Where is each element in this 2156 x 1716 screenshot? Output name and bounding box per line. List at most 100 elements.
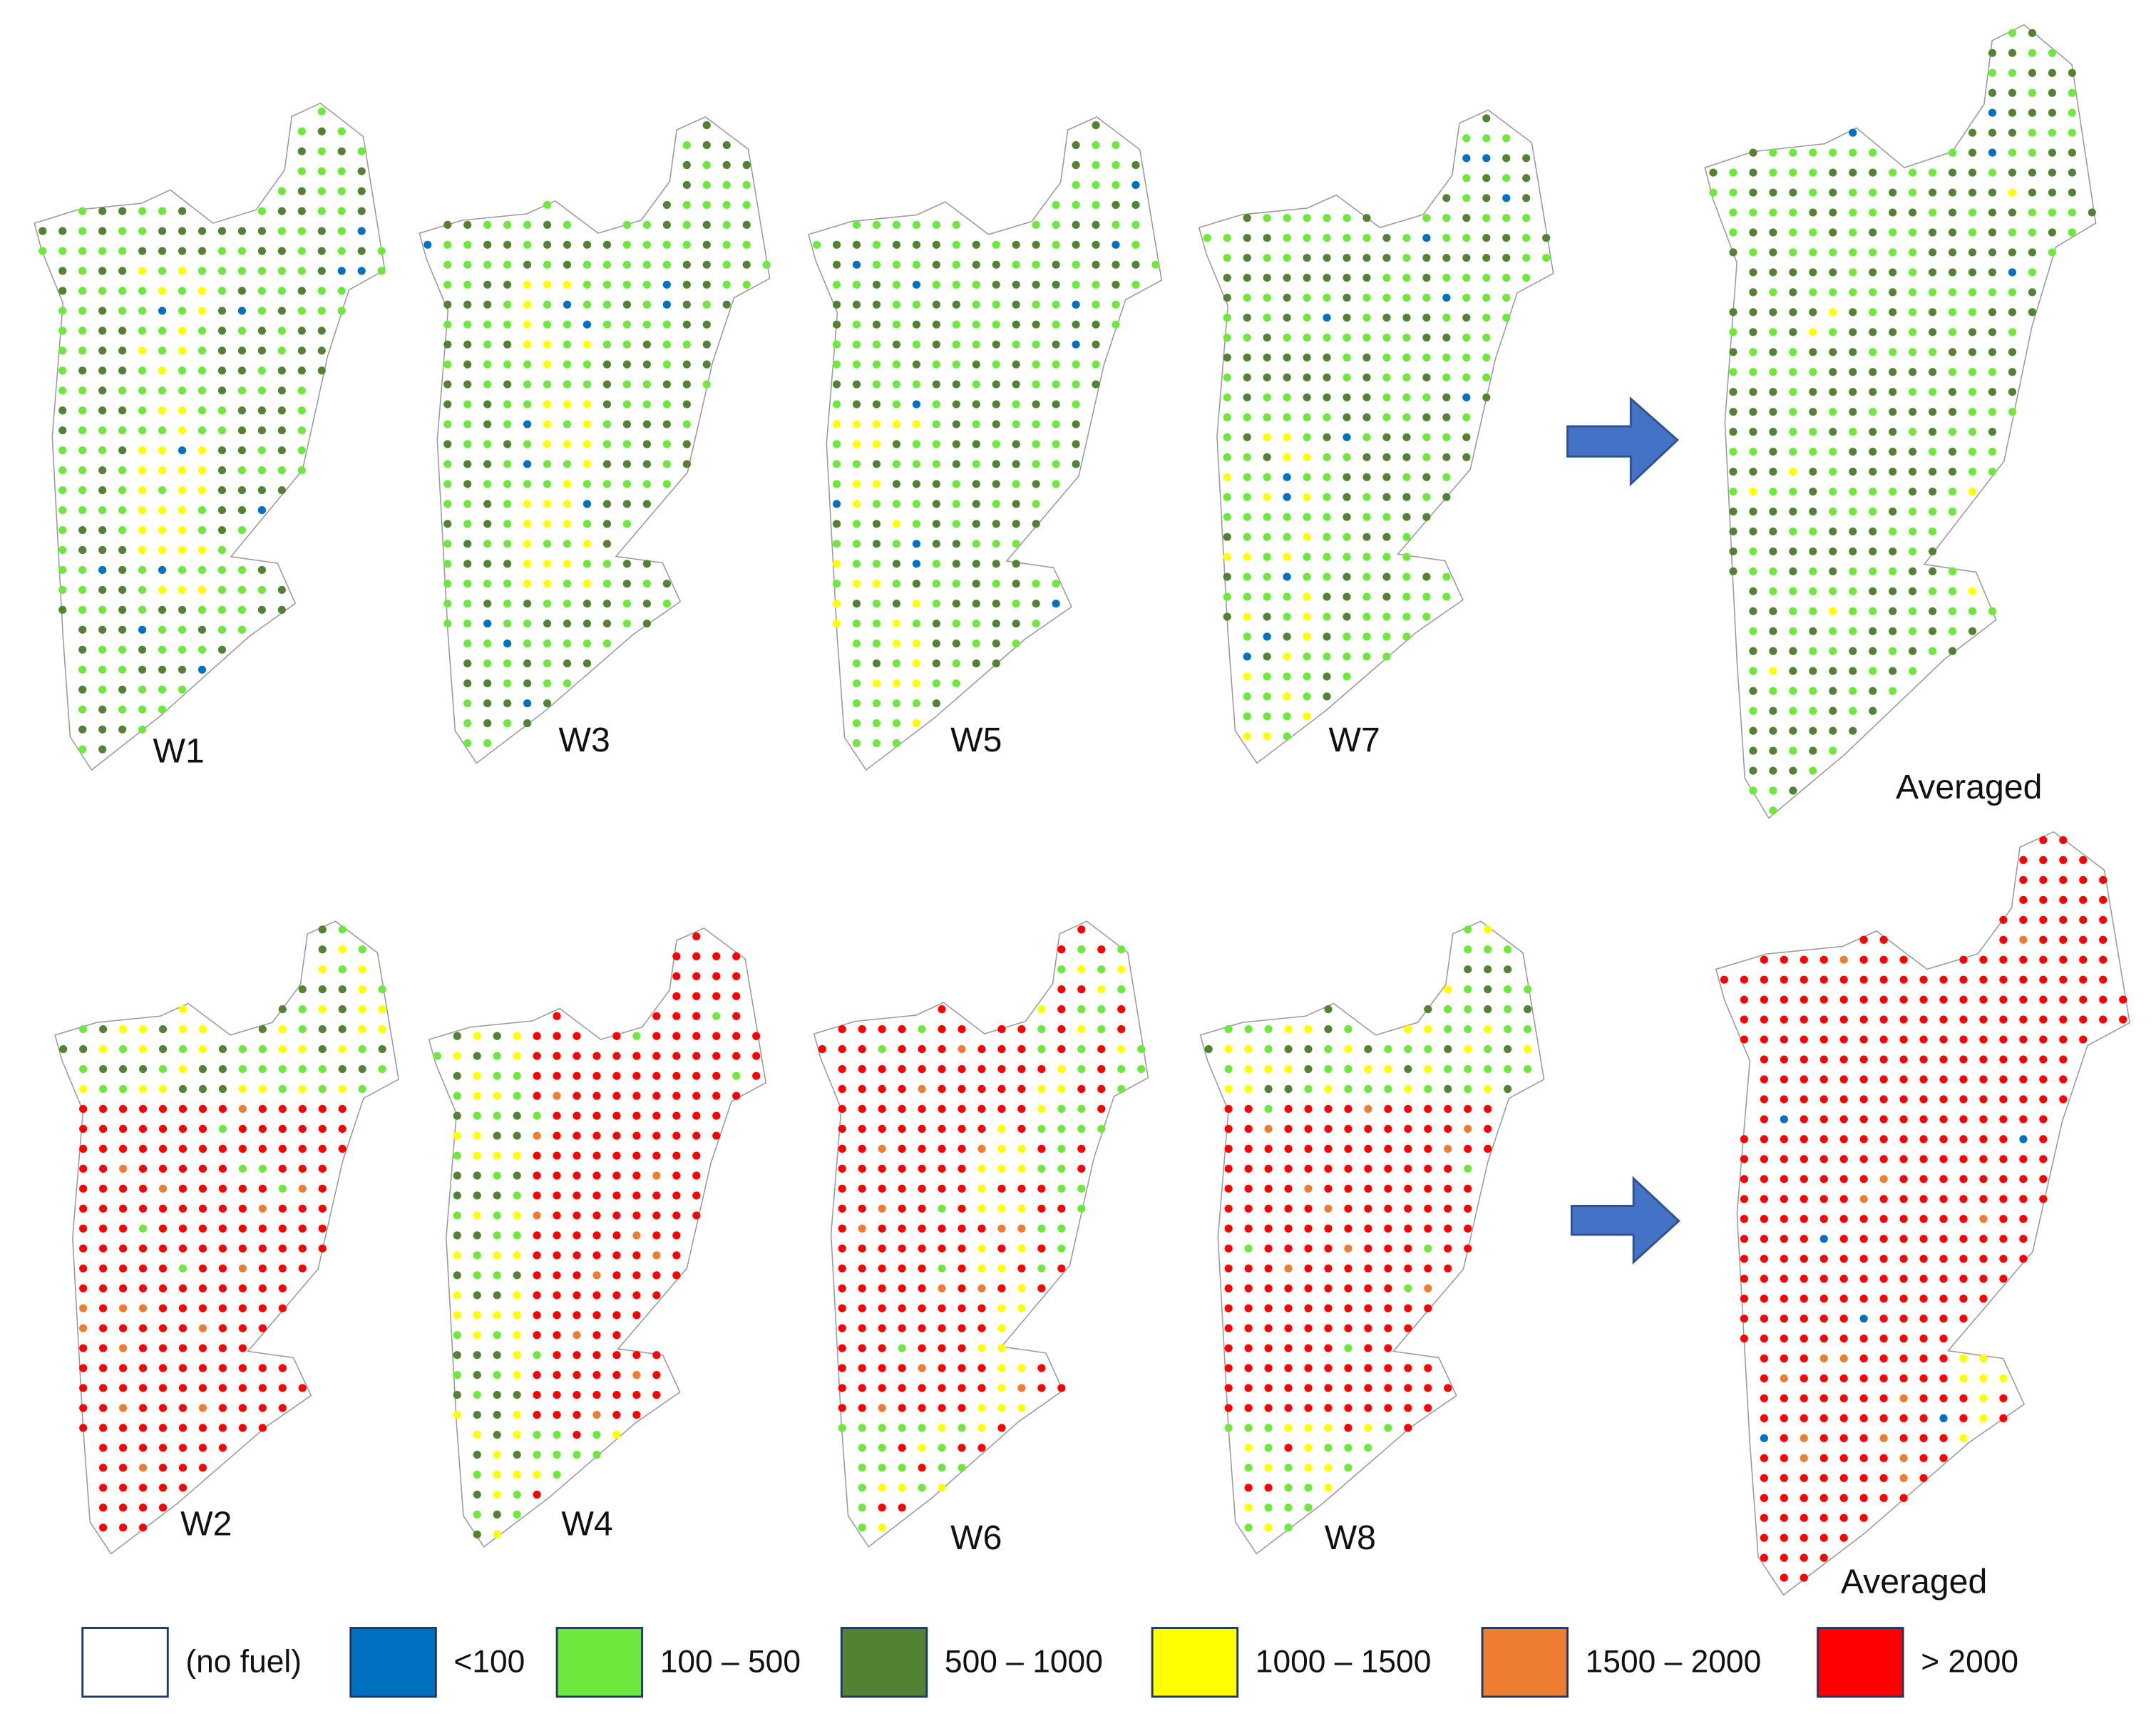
fuel-dot bbox=[513, 1072, 521, 1080]
fuel-dot bbox=[119, 1404, 128, 1412]
fuel-dot bbox=[1362, 234, 1371, 242]
fuel-dot bbox=[99, 1084, 108, 1094]
fuel-dot bbox=[158, 1264, 168, 1273]
fuel-dot bbox=[918, 1204, 926, 1213]
fuel-dot bbox=[1959, 1275, 1968, 1283]
fuel-dot bbox=[573, 1211, 581, 1220]
fuel-dot bbox=[712, 1052, 721, 1060]
fuel-dot bbox=[483, 320, 492, 329]
fuel-dot bbox=[1919, 1135, 1928, 1144]
fuel-dot bbox=[238, 1044, 247, 1054]
fuel-dot bbox=[1899, 1275, 1908, 1283]
fuel-dot bbox=[1283, 493, 1291, 501]
fuel-dot bbox=[1223, 533, 1231, 541]
fuel-dot bbox=[1809, 507, 1817, 516]
fuel-dot bbox=[443, 260, 452, 269]
fuel-dot bbox=[1760, 1015, 1768, 1024]
fuel-dot bbox=[523, 480, 532, 488]
fuel-dot bbox=[712, 1111, 721, 1120]
fuel-dot bbox=[1264, 1344, 1273, 1352]
fuel-dot bbox=[1968, 487, 1977, 496]
region-outline bbox=[54, 920, 399, 1555]
fuel-dot bbox=[952, 639, 960, 648]
fuel-dot bbox=[622, 440, 632, 448]
fuel-dot bbox=[1869, 647, 1877, 655]
fuel-dot bbox=[938, 1284, 946, 1293]
fuel-dot bbox=[1879, 1334, 1888, 1343]
fuel-dot bbox=[563, 280, 572, 289]
fuel-dot bbox=[1819, 995, 1828, 1004]
fuel-dot bbox=[1869, 547, 1877, 556]
fuel-dot bbox=[632, 1291, 641, 1300]
fuel-dot bbox=[1464, 945, 1472, 954]
fuel-dot bbox=[1929, 507, 1937, 516]
map-panel: W6 bbox=[813, 920, 1149, 1557]
fuel-dot bbox=[652, 1131, 661, 1140]
fuel-dot bbox=[178, 525, 187, 535]
fuel-dot bbox=[119, 1364, 128, 1372]
fuel-dot bbox=[99, 1284, 108, 1293]
fuel-dot bbox=[178, 486, 187, 495]
fuel-dot bbox=[992, 560, 1000, 568]
fuel-dot bbox=[1839, 1374, 1848, 1383]
map-panel: W8 bbox=[1199, 920, 1545, 1557]
fuel-dot bbox=[1424, 1064, 1432, 1074]
fuel-dot bbox=[2008, 368, 2017, 376]
fuel-dot bbox=[523, 580, 532, 588]
fuel-dot bbox=[118, 446, 127, 455]
fuel-dot bbox=[1948, 368, 1957, 376]
fuel-dot bbox=[238, 1324, 247, 1332]
fuel-dot bbox=[238, 1384, 247, 1392]
fuel-dot bbox=[1829, 248, 1837, 257]
fuel-dot bbox=[2059, 856, 2068, 864]
fuel-dot bbox=[1839, 1414, 1848, 1422]
fuel-dot bbox=[592, 1371, 601, 1380]
fuel-dot bbox=[858, 1124, 866, 1134]
fuel-dot bbox=[138, 247, 147, 255]
fuel-dot bbox=[1979, 1374, 1988, 1383]
fuel-dot bbox=[178, 1484, 188, 1492]
fuel-dot bbox=[1809, 228, 1817, 237]
fuel-dot bbox=[1422, 493, 1431, 501]
fuel-dot bbox=[1968, 627, 1977, 635]
fuel-dot bbox=[1263, 592, 1271, 601]
fuel-dot bbox=[1939, 1155, 1948, 1163]
fuel-dot bbox=[337, 127, 346, 135]
fuel-dot bbox=[972, 420, 980, 428]
fuel-dot bbox=[1939, 1215, 1948, 1223]
fuel-dot bbox=[1012, 320, 1020, 329]
fuel-dot bbox=[513, 1032, 521, 1040]
fuel-dot bbox=[1504, 1025, 1512, 1034]
fuel-dot bbox=[98, 366, 107, 375]
fuel-dot bbox=[1849, 188, 1857, 197]
fuel-dot bbox=[1959, 1115, 1968, 1124]
fuel-dot bbox=[453, 1410, 461, 1419]
fuel-dot bbox=[197, 227, 207, 235]
fuel-dot bbox=[1283, 254, 1291, 262]
fuel-dot bbox=[1382, 453, 1391, 461]
fuel-dot bbox=[1323, 413, 1331, 421]
fuel-dot bbox=[892, 500, 901, 508]
fuel-dot bbox=[1284, 1224, 1293, 1233]
fuel-dot bbox=[1829, 547, 1837, 556]
fuel-dot bbox=[1749, 268, 1757, 277]
fuel-dot bbox=[99, 1244, 108, 1253]
fuel-dot bbox=[197, 645, 207, 654]
fuel-dot bbox=[642, 560, 651, 568]
fuel-dot bbox=[1749, 627, 1757, 635]
fuel-dot bbox=[912, 400, 920, 409]
fuel-dot bbox=[1112, 320, 1120, 329]
fuel-dot bbox=[1749, 527, 1757, 536]
fuel-dot bbox=[1809, 607, 1817, 615]
fuel-dot bbox=[1442, 572, 1451, 581]
fuel-dot bbox=[1384, 1204, 1392, 1213]
fuel-dot bbox=[1829, 428, 1837, 436]
fuel-dot bbox=[197, 605, 207, 614]
fuel-dot bbox=[938, 1084, 946, 1094]
fuel-dot bbox=[592, 1191, 601, 1200]
legend-swatch bbox=[1151, 1627, 1239, 1698]
fuel-dot bbox=[1384, 1224, 1392, 1233]
fuel-dot bbox=[1740, 1314, 1748, 1323]
fuel-dot bbox=[493, 1490, 501, 1499]
fuel-dot bbox=[1988, 108, 1997, 117]
